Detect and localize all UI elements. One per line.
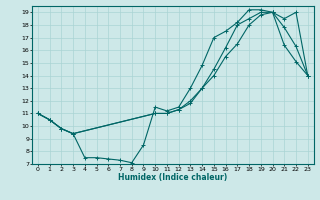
X-axis label: Humidex (Indice chaleur): Humidex (Indice chaleur): [118, 173, 228, 182]
